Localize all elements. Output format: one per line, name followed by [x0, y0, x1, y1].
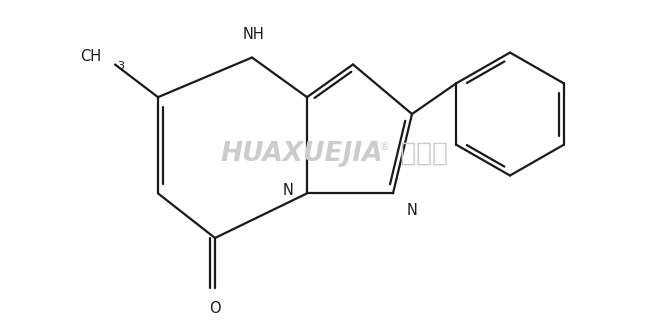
Text: ®: ® [378, 142, 389, 152]
Text: HUAXUEJIA: HUAXUEJIA [220, 141, 383, 167]
Text: N: N [282, 183, 293, 198]
Text: CH: CH [80, 49, 101, 64]
Text: NH: NH [242, 27, 264, 42]
Text: O: O [209, 301, 221, 316]
Text: 3: 3 [117, 61, 124, 71]
Text: 化学加: 化学加 [392, 141, 448, 167]
Text: N: N [407, 203, 418, 218]
